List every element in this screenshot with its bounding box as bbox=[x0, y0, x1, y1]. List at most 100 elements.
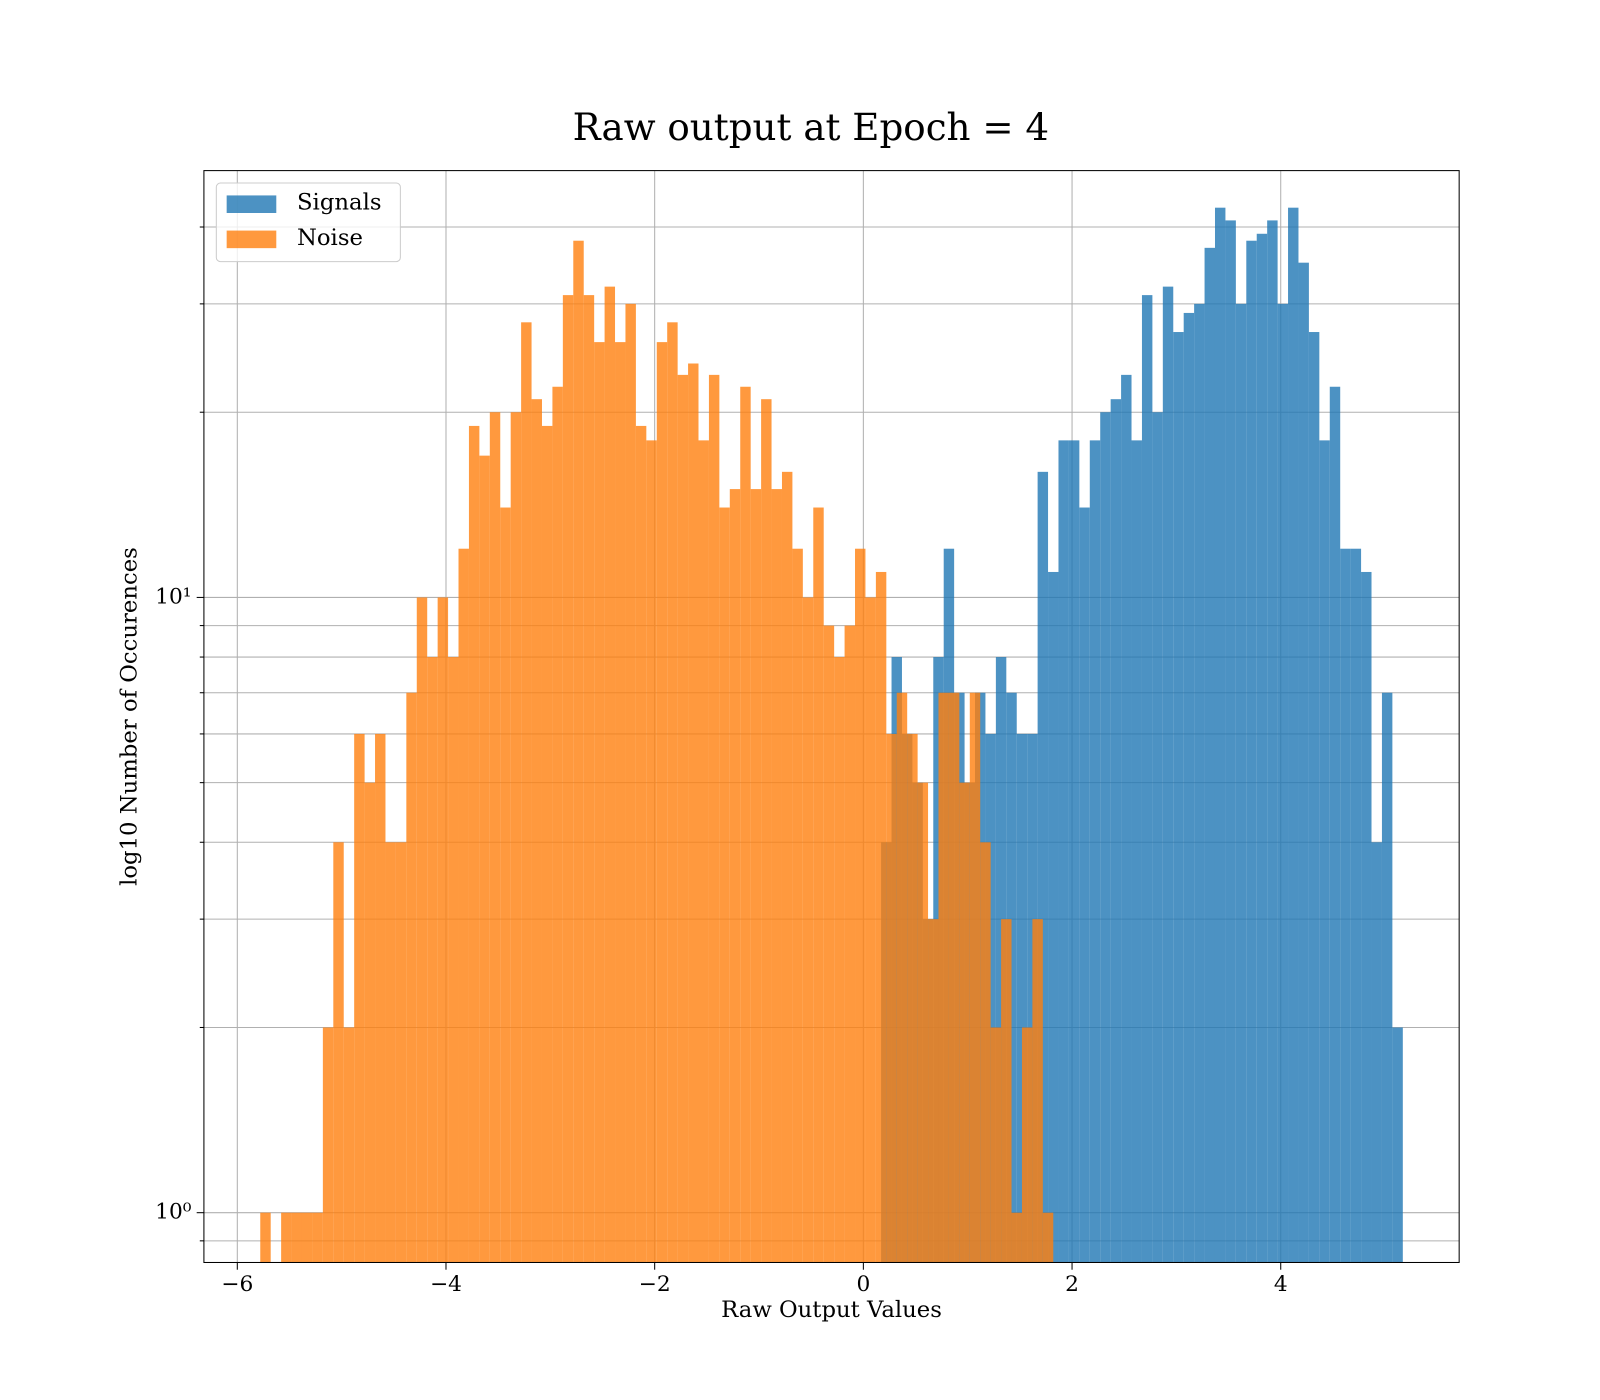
histogram-bar bbox=[1225, 220, 1236, 1263]
histogram-bar bbox=[886, 733, 897, 1263]
histogram-bar bbox=[1021, 1027, 1033, 1263]
histogram-bar bbox=[1319, 440, 1330, 1263]
histogram-bar bbox=[729, 489, 741, 1263]
histogram-bar bbox=[354, 733, 365, 1263]
histogram-bar bbox=[364, 782, 376, 1263]
histogram-bar bbox=[375, 733, 386, 1263]
histogram-bar bbox=[1256, 233, 1268, 1263]
histogram-bar bbox=[802, 597, 814, 1263]
histogram-bar bbox=[948, 692, 960, 1263]
histogram-bar bbox=[761, 399, 772, 1263]
histogram-bar bbox=[1141, 295, 1153, 1263]
x-tick-label: −4 bbox=[430, 1272, 462, 1297]
histogram-bar bbox=[917, 782, 929, 1263]
histogram-bar bbox=[489, 412, 501, 1263]
histogram-bar bbox=[698, 440, 709, 1263]
y-tick-label: 10¹ bbox=[155, 584, 191, 609]
histogram-bar bbox=[541, 425, 553, 1263]
histogram-bar bbox=[458, 548, 469, 1263]
legend: Signals Noise bbox=[215, 182, 401, 263]
histogram-bar bbox=[322, 1027, 334, 1263]
histogram-bar bbox=[573, 240, 584, 1263]
histogram-bar bbox=[938, 692, 949, 1263]
histogram-bar bbox=[1016, 733, 1028, 1263]
histogram-bar bbox=[1121, 374, 1132, 1263]
histogram-bar bbox=[1068, 440, 1080, 1263]
histogram-bar bbox=[406, 692, 417, 1263]
histogram-bar bbox=[771, 489, 782, 1263]
histogram-bar bbox=[615, 342, 626, 1263]
histogram-bar bbox=[844, 625, 856, 1263]
x-tick-label: 4 bbox=[1274, 1272, 1288, 1297]
histogram-bar bbox=[1235, 303, 1247, 1263]
histogram-bar bbox=[995, 657, 1007, 1263]
histogram-bar bbox=[646, 440, 657, 1263]
histogram-bar bbox=[907, 733, 918, 1263]
histogram-bar bbox=[562, 295, 574, 1263]
histogram-bar bbox=[583, 295, 595, 1263]
histogram-bar bbox=[1298, 262, 1309, 1263]
histogram-bar bbox=[1001, 919, 1012, 1263]
chart-title: Raw output at Epoch = 4 bbox=[573, 105, 1049, 149]
histogram-bar bbox=[625, 303, 636, 1263]
histogram-bar bbox=[792, 548, 803, 1263]
histogram-bar bbox=[395, 842, 407, 1263]
histogram-bar bbox=[834, 657, 845, 1263]
histogram-bar bbox=[281, 1212, 292, 1263]
histogram-bar bbox=[969, 692, 981, 1263]
histogram-bar bbox=[959, 782, 970, 1263]
legend-label: Signals bbox=[297, 190, 382, 216]
histogram-bar bbox=[1392, 1027, 1403, 1263]
histogram-bar bbox=[855, 548, 866, 1263]
legend-label: Noise bbox=[297, 225, 363, 251]
histogram-bar bbox=[1204, 247, 1215, 1263]
histogram-bar bbox=[1173, 332, 1184, 1263]
histogram-bar bbox=[1032, 919, 1043, 1263]
histogram-bar bbox=[677, 374, 689, 1263]
histogram-bar bbox=[1058, 440, 1069, 1263]
histogram-bar bbox=[531, 399, 542, 1263]
histogram-bar bbox=[1006, 692, 1017, 1263]
ticks: −6 −4 −2 0 2 4 10⁰ 10¹ bbox=[155, 226, 1288, 1297]
histogram-bar bbox=[260, 1212, 271, 1263]
histogram-bar bbox=[343, 1027, 355, 1263]
histogram-bar bbox=[1027, 733, 1038, 1263]
histogram-bar bbox=[781, 471, 793, 1263]
histogram-bar bbox=[521, 322, 532, 1263]
histogram-bar bbox=[1308, 332, 1320, 1263]
histogram-bar bbox=[437, 597, 449, 1263]
histogram-bar bbox=[635, 425, 647, 1263]
histogram-bar bbox=[980, 842, 991, 1263]
histogram-bar bbox=[604, 286, 616, 1263]
histogram-bar bbox=[823, 625, 835, 1263]
histogram-bar bbox=[416, 597, 428, 1263]
histogram-bar bbox=[1350, 548, 1362, 1263]
histogram-bar bbox=[1011, 1212, 1022, 1263]
histogram-bar bbox=[1048, 571, 1059, 1263]
histogram-bar bbox=[865, 597, 876, 1263]
x-tick-label: −2 bbox=[639, 1272, 671, 1297]
histogram-bar bbox=[291, 1212, 302, 1263]
histogram-bar bbox=[1246, 240, 1257, 1263]
histogram-bar bbox=[510, 412, 522, 1263]
x-axis-label: Raw Output Values bbox=[721, 1297, 942, 1323]
x-tick-label: 0 bbox=[856, 1272, 870, 1297]
histogram-bar bbox=[1277, 303, 1289, 1263]
histogram-bar bbox=[667, 322, 678, 1263]
histogram-bar bbox=[1042, 1212, 1054, 1263]
histogram-bar bbox=[1183, 312, 1195, 1263]
histogram-bar bbox=[1361, 571, 1372, 1263]
bars bbox=[260, 207, 1403, 1263]
histogram-bar bbox=[500, 507, 511, 1263]
histogram-bar bbox=[1100, 412, 1111, 1263]
histogram-bar bbox=[1037, 471, 1049, 1263]
histogram-bar bbox=[1194, 303, 1205, 1263]
histogram-bar bbox=[740, 386, 751, 1263]
histogram-bar bbox=[1340, 548, 1351, 1263]
histogram-bar bbox=[688, 363, 699, 1263]
histogram-bar bbox=[479, 455, 490, 1263]
histogram-bar bbox=[928, 919, 939, 1263]
histogram-bar bbox=[656, 342, 668, 1263]
y-tick-label: 10⁰ bbox=[155, 1200, 192, 1225]
